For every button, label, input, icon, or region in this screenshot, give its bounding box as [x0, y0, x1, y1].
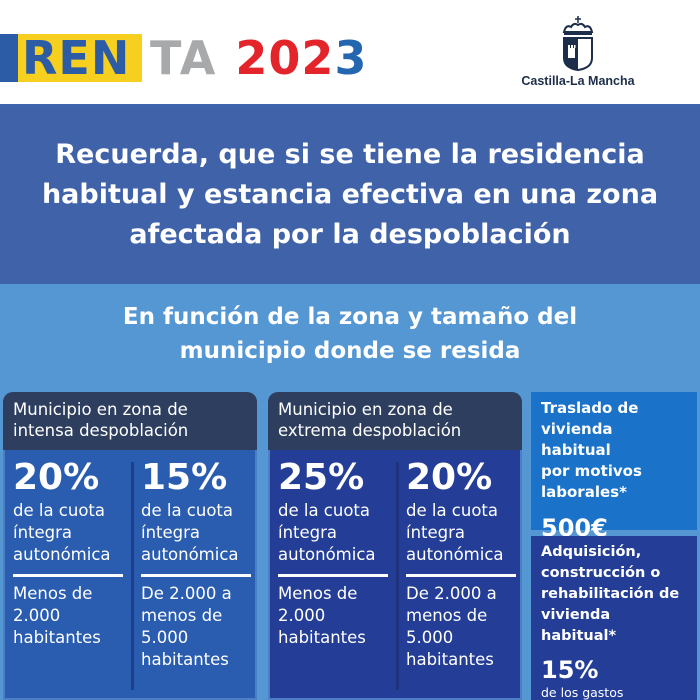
column-divider: [396, 462, 399, 690]
divider: [278, 574, 388, 577]
castilla-la-mancha-logo: Castilla-La Mancha: [518, 14, 638, 94]
card-extrema-despoblacion: Municipio en zona de extrema despoblació…: [268, 392, 522, 700]
deduction-percent: 15%: [541, 656, 599, 684]
year: 2023: [235, 34, 367, 82]
renta-part1: REN: [22, 31, 131, 85]
year-part1: 202: [235, 31, 335, 85]
deduction-column: 15% de la cuota íntegra autonómica De 2.…: [141, 450, 259, 671]
deduction-percent: 20%: [13, 457, 100, 498]
card-traslado-vivienda: Traslado de vivienda habitual por motivo…: [531, 392, 697, 542]
divider: [141, 574, 251, 577]
deduction-percent: 25%: [278, 457, 365, 498]
renta-part2: TA: [150, 31, 218, 85]
intro-banner: Recuerda, que si se tiene la residencia …: [0, 104, 700, 284]
deduction-column: 20% de la cuota íntegra autonómica Menos…: [13, 450, 131, 649]
ren-block: REN: [0, 34, 142, 82]
renta-2023-logo: REN TA 2023: [0, 34, 367, 82]
deduction-percent: 20%: [406, 457, 493, 498]
deduction-column: 20% de la cuota íntegra autonómica De 2.…: [406, 450, 524, 671]
card-header: Municipio en zona de intensa despoblació…: [3, 392, 257, 450]
subheading: En función de la zona y tamaño del munic…: [122, 304, 578, 364]
header: REN TA 2023 Castilla-La Mancha: [0, 0, 700, 104]
divider: [13, 574, 123, 577]
org-name: Castilla-La Mancha: [521, 74, 635, 88]
year-part2: 3: [334, 31, 368, 85]
intro-text: Recuerda, que si se tiene la residencia …: [41, 139, 659, 250]
coat-of-arms-icon: [562, 16, 594, 72]
deduction-percent: 15%: [141, 457, 228, 498]
card-header: Municipio en zona de extrema despoblació…: [268, 392, 522, 450]
card-intensa-despoblacion: Municipio en zona de intensa despoblació…: [3, 392, 257, 700]
card-adquisicion-vivienda: Adquisición, construcción o rehabilitaci…: [531, 536, 697, 700]
column-divider: [131, 462, 134, 690]
deduction-column: 25% de la cuota íntegra autonómica Menos…: [278, 450, 396, 649]
divider: [406, 574, 516, 577]
